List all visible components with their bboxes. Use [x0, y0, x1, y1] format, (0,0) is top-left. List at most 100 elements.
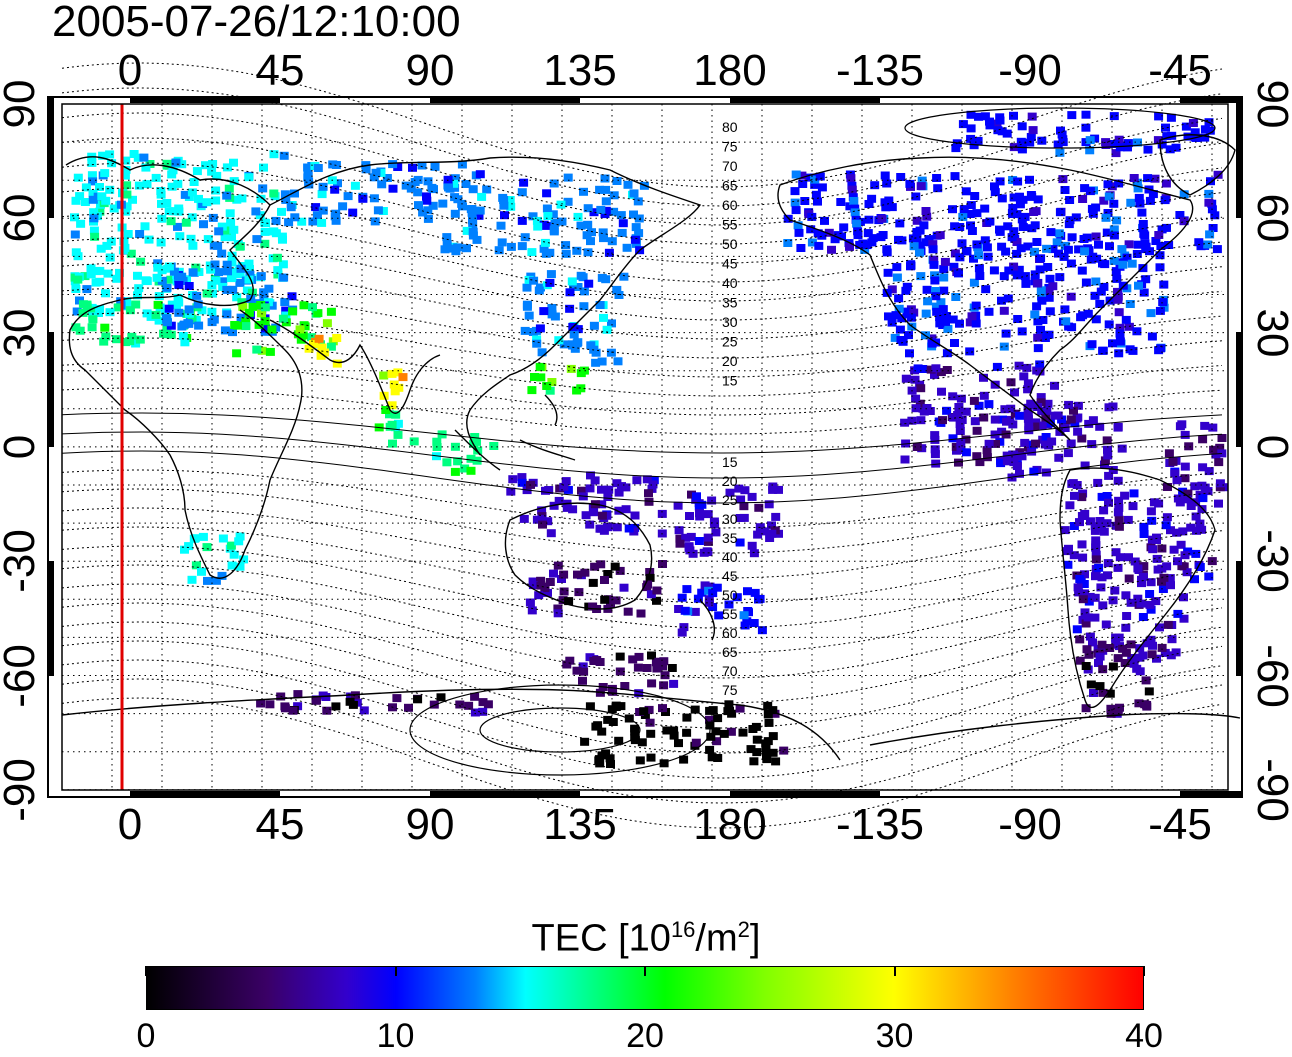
tec-cell [658, 704, 667, 713]
tec-cell [956, 446, 966, 454]
tec-cell [226, 274, 236, 283]
tec-cell [186, 234, 196, 243]
tec-cell [1182, 568, 1192, 577]
tec-cell [212, 171, 222, 180]
tec-cell [749, 549, 759, 558]
tec-cell [151, 310, 161, 319]
tec-cell [119, 237, 129, 246]
tec-cell [1093, 644, 1103, 653]
tec-cell [585, 484, 595, 493]
tec-cell [599, 313, 608, 322]
tec-cell [1074, 245, 1084, 254]
tec-cell [1111, 548, 1121, 557]
tec-cell [444, 183, 453, 192]
tec-cell [314, 334, 324, 343]
tec-cell [942, 406, 952, 415]
tec-cell [623, 607, 633, 616]
tec-cell [586, 341, 596, 350]
tec-cell [1065, 501, 1075, 510]
tec-cell [982, 243, 992, 252]
tec-cell [971, 301, 981, 310]
tec-cell [612, 523, 622, 532]
tec-cell [561, 241, 571, 250]
tec-cell [1190, 482, 1200, 491]
tec-cell [984, 439, 994, 448]
tec-cell [1113, 654, 1123, 663]
tec-cell [1037, 296, 1047, 305]
tec-cell [1002, 457, 1012, 466]
tec-cell [1072, 625, 1082, 634]
tec-cell [1159, 573, 1169, 582]
tec-cell [318, 206, 328, 215]
tec-cell [739, 502, 749, 511]
tec-cell [599, 234, 608, 243]
tec-cell [617, 228, 627, 237]
tec-cell [235, 532, 245, 541]
tec-cell [1104, 403, 1114, 412]
tec-cell [601, 185, 611, 194]
tec-cell [1113, 563, 1123, 572]
tec-cell [280, 190, 290, 199]
tec-cell [965, 210, 975, 218]
tec-cell [1155, 623, 1164, 632]
tec-cell [320, 348, 330, 357]
tec-cell [706, 732, 716, 741]
tec-cell [882, 179, 892, 188]
tec-cell [864, 200, 874, 208]
tec-cell [790, 187, 800, 196]
tec-cell [317, 343, 327, 352]
tec-cell [1085, 136, 1095, 145]
tec-cell [616, 211, 626, 220]
tec-cell [999, 306, 1009, 315]
tec-cell [287, 292, 297, 301]
tec-cell [600, 595, 610, 604]
tec-cell [1141, 275, 1151, 284]
tec-cell [227, 233, 236, 242]
tec-cell [189, 178, 199, 186]
tec-cell [88, 189, 98, 198]
tec-cell [101, 289, 110, 298]
tec-cell [610, 562, 620, 571]
tec-cell [860, 245, 870, 254]
tec-cell [1078, 311, 1088, 320]
tec-cell [1110, 586, 1120, 595]
tec-cell [88, 177, 98, 186]
tec-cell [794, 228, 804, 237]
tec-cell [496, 221, 506, 230]
tec-cell [122, 181, 132, 190]
tec-cell [971, 319, 981, 328]
tec-cell [995, 227, 1005, 236]
tec-cell [188, 241, 198, 250]
tec-cell [1035, 360, 1045, 369]
tec-cell [187, 575, 197, 584]
tec-cell [162, 283, 172, 292]
tec-cell [955, 427, 965, 435]
tec-cell [1072, 414, 1082, 423]
tec-cell [604, 485, 614, 494]
tec-cell [1008, 420, 1018, 429]
tec-cell [603, 523, 612, 532]
tec-cell [133, 291, 142, 300]
tec-cell [281, 306, 291, 315]
tec-cell [649, 476, 659, 485]
tec-cell [753, 530, 763, 539]
tec-cell [1038, 316, 1048, 324]
tec-cell [912, 443, 922, 451]
tec-cell [1020, 438, 1030, 447]
tec-cell [553, 604, 563, 613]
tec-cell [580, 737, 590, 746]
tec-cell [1042, 244, 1052, 253]
tec-cell [603, 715, 613, 724]
tec-cell [1215, 479, 1225, 488]
tec-cell [105, 253, 115, 262]
tec-cell [692, 492, 701, 501]
axis-tick-label: -45 [1148, 800, 1212, 849]
tec-cell [1069, 551, 1079, 560]
tec-cell [961, 187, 971, 196]
tec-cell [1140, 239, 1150, 248]
tec-cell [570, 344, 580, 353]
axis-tick-label: -90 [0, 758, 44, 822]
tec-cell [1067, 111, 1077, 120]
tec-cell [387, 401, 397, 410]
tec-cell [1153, 136, 1163, 145]
